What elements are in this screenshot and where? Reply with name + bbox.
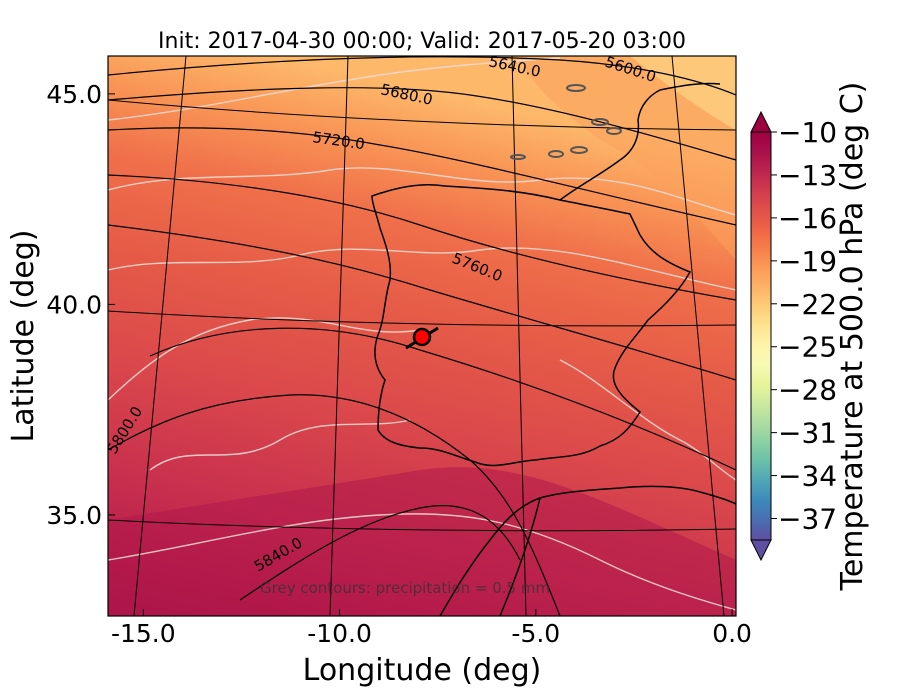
y-tick-label: 40.0 <box>46 290 102 319</box>
colorbar-tick-label: −19 <box>778 245 837 278</box>
y-axis-label: Latitude (deg) <box>6 230 41 443</box>
temperature-contours <box>108 57 736 611</box>
colorbar-top-arrow <box>750 110 772 133</box>
colorbar-tick-label: −31 <box>778 417 837 450</box>
colorbar: −10 −13 −16 −19 −22 −25 −28 −31 −34 −37 <box>750 110 837 562</box>
y-axis: 35.0 40.0 45.0 <box>46 80 115 530</box>
morocco-border <box>499 497 541 616</box>
graticule <box>108 56 736 616</box>
temperature-band-cold <box>108 467 736 616</box>
colorbar-tick-label: −22 <box>778 288 837 321</box>
height-contours <box>108 56 736 616</box>
france-coast <box>559 82 721 201</box>
y-tick-label: 45.0 <box>46 80 102 109</box>
colorbar-tick-label: −16 <box>778 202 837 235</box>
location-marker <box>405 326 439 350</box>
colorbar-body <box>750 131 772 541</box>
x-tick-label: -10.0 <box>307 619 372 648</box>
morocco-coast <box>439 485 736 616</box>
colorbar-ticks: −10 −13 −16 −19 −22 −25 −28 −31 −34 −37 <box>771 116 837 536</box>
x-tick-label: -5.0 <box>511 619 560 648</box>
colorbar-tick-label: −13 <box>778 159 837 192</box>
marker-dot <box>412 327 432 347</box>
colorbar-tick-label: −25 <box>778 331 837 364</box>
colorbar-tick-label: −37 <box>778 503 837 536</box>
x-axis-label: Longitude (deg) <box>303 653 542 688</box>
precipitation-note: Grey contours: precipitation = 0.5 mm <box>260 579 550 597</box>
iberia-coast <box>371 183 692 467</box>
x-tick-label: -15.0 <box>111 619 176 648</box>
colorbar-label: Temperature at 500.0 hPa (deg C) <box>835 82 870 592</box>
colorbar-tick-label: −28 <box>778 374 837 407</box>
precipitation-contours <box>510 84 622 160</box>
colorbar-bottom-arrow <box>750 539 772 562</box>
colorbar-tick-label: −34 <box>778 460 837 493</box>
map-frame <box>107 55 737 617</box>
temperature-band-warmest <box>630 56 736 130</box>
figure-title: Init: 2017-04-30 00:00; Valid: 2017-05-2… <box>158 29 686 54</box>
colorbar-tick-label: −10 <box>778 116 837 149</box>
coastlines <box>371 82 736 616</box>
temperature-band-warm <box>520 56 736 260</box>
y-tick-label: 35.0 <box>46 501 102 530</box>
x-tick-label: 0.0 <box>712 619 752 648</box>
map-panel: 5640.0 5600.0 5680.0 5720.0 5760.0 5800.… <box>108 56 736 616</box>
x-axis: -15.0 -10.0 -5.0 0.0 <box>111 609 752 648</box>
